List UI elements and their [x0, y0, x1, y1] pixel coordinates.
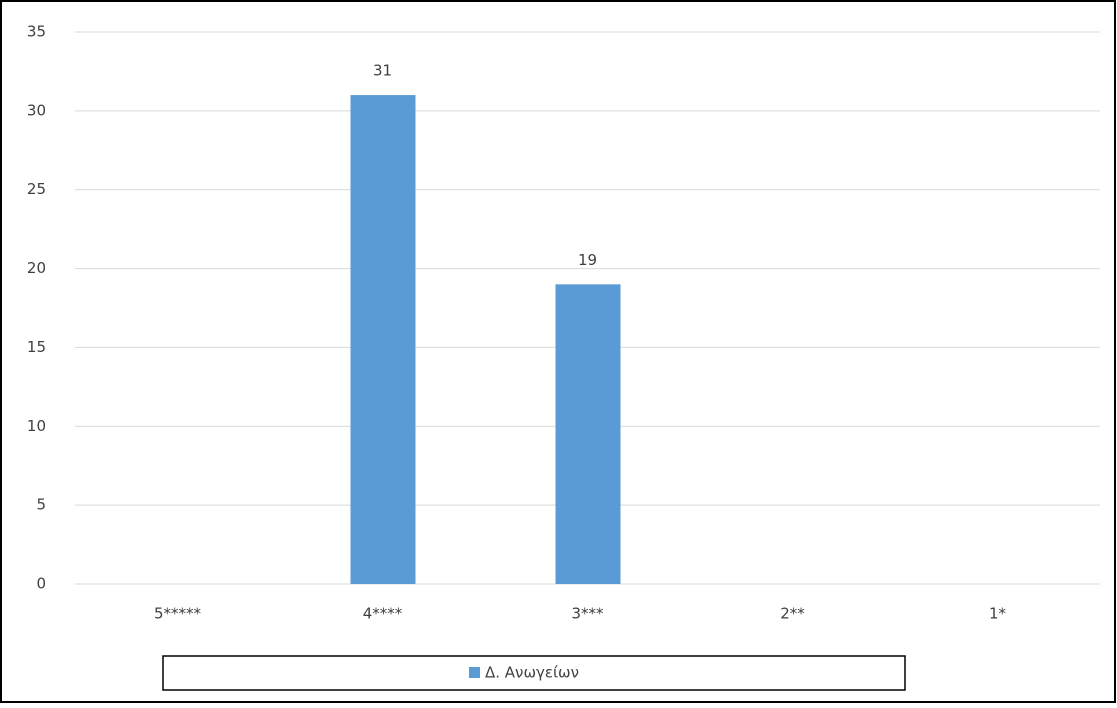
y-tick-label: 0 — [36, 575, 46, 593]
x-tick-label: 4**** — [363, 605, 403, 623]
y-tick-label: 30 — [27, 101, 46, 119]
legend-label: Δ. Ανωγείων — [485, 664, 579, 682]
legend-swatch — [469, 667, 480, 678]
y-tick-label: 5 — [36, 496, 46, 514]
legend-box — [162, 655, 906, 691]
bar — [350, 95, 416, 584]
bar — [555, 284, 621, 584]
x-tick-label: 2** — [780, 605, 805, 623]
x-tick-label: 3*** — [571, 605, 604, 623]
y-tick-label: 25 — [27, 180, 46, 198]
data-label: 31 — [373, 62, 392, 80]
y-tick-label: 15 — [27, 338, 46, 356]
x-tick-label: 5***** — [154, 605, 202, 623]
data-label: 19 — [578, 251, 597, 269]
y-tick-label: 35 — [27, 23, 46, 41]
y-tick-label: 10 — [27, 417, 46, 435]
x-tick-label: 1* — [989, 605, 1007, 623]
y-tick-label: 20 — [27, 259, 46, 277]
